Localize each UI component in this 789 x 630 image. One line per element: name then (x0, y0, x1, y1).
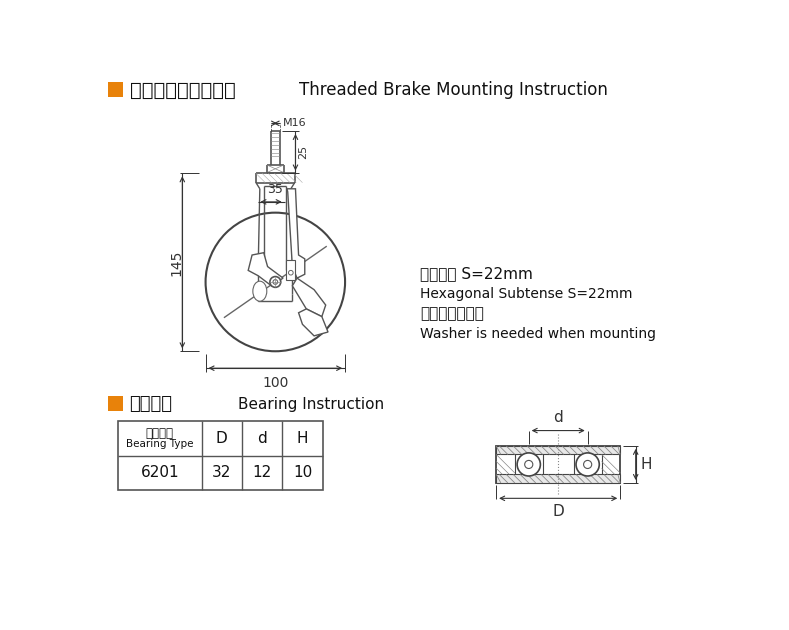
Text: D: D (552, 504, 564, 518)
Bar (496, 446, 620, 454)
Text: 100: 100 (262, 376, 289, 390)
Text: 轴承说明: 轴承说明 (129, 396, 173, 413)
Text: Threaded Brake Mounting Instruction: Threaded Brake Mounting Instruction (298, 81, 608, 100)
Text: Hexagonal Subtense S=22mm: Hexagonal Subtense S=22mm (421, 287, 633, 301)
Bar (108, 82, 123, 97)
Polygon shape (249, 253, 283, 286)
Text: 6201: 6201 (140, 466, 179, 481)
Polygon shape (287, 189, 305, 278)
Text: 25: 25 (298, 145, 308, 159)
Text: Washer is needed when mounting: Washer is needed when mounting (421, 326, 656, 341)
Text: H: H (297, 431, 308, 446)
Circle shape (273, 280, 278, 284)
Ellipse shape (252, 281, 267, 301)
Circle shape (206, 213, 345, 352)
Text: 丝口刹车安装尺寸图: 丝口刹车安装尺寸图 (129, 81, 235, 100)
Polygon shape (293, 278, 326, 317)
Circle shape (584, 461, 592, 469)
Text: M16: M16 (283, 118, 307, 127)
Text: Bearing Instruction: Bearing Instruction (238, 397, 384, 412)
Text: H: H (641, 457, 652, 472)
Text: 10: 10 (293, 466, 312, 481)
Text: Bearing Type: Bearing Type (126, 440, 193, 449)
Text: 六角对边 S=22mm: 六角对边 S=22mm (421, 266, 533, 282)
Text: 轴承型号: 轴承型号 (146, 427, 174, 440)
Bar (496, 474, 620, 483)
Bar (286, 260, 295, 280)
Text: d: d (553, 410, 563, 425)
Text: d: d (257, 431, 267, 446)
Text: D: D (216, 431, 228, 446)
Text: 32: 32 (212, 466, 231, 481)
Circle shape (576, 453, 600, 476)
Text: 12: 12 (252, 466, 271, 481)
Text: 35: 35 (267, 183, 283, 197)
Circle shape (289, 270, 294, 275)
Circle shape (517, 453, 540, 476)
Circle shape (525, 461, 533, 469)
Bar (108, 396, 123, 411)
Text: 145: 145 (169, 249, 183, 275)
Polygon shape (298, 309, 328, 336)
Bar (496, 446, 620, 483)
Text: 安装必须加垫片: 安装必须加垫片 (421, 307, 484, 321)
Bar (118, 421, 323, 490)
Circle shape (270, 277, 281, 287)
